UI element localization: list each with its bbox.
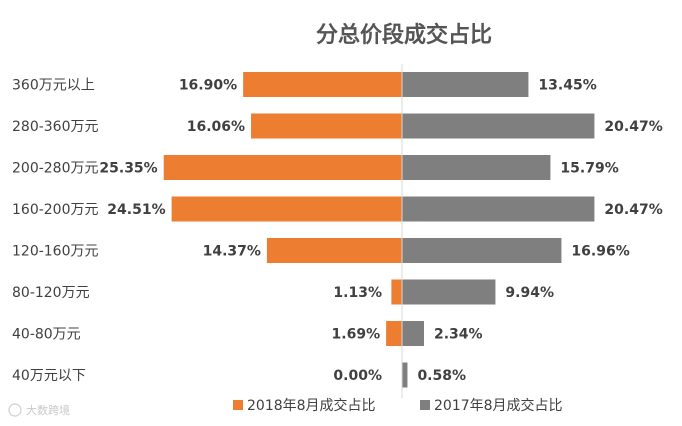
data-label-2017: 20.47% xyxy=(604,119,662,135)
bar-2018 xyxy=(163,155,402,180)
legend-swatch-2018 xyxy=(233,400,243,410)
category-label: 160-200万元 xyxy=(12,202,99,218)
data-label-2017: 0.58% xyxy=(417,368,466,384)
legend-label-2018: 2018年8月成交占比 xyxy=(247,397,376,414)
category-labels: 360万元以上 280-360万元 200-280万元 160-200万元 120-16… xyxy=(12,78,99,385)
watermark-text: 大数跨境 xyxy=(26,403,70,417)
data-label-2017: 9.94% xyxy=(505,285,554,301)
bar-2017 xyxy=(402,72,529,97)
bar-2018 xyxy=(171,196,402,222)
series-2018-data-labels: 16.90% 16.06% 25.35% 24.51% 14.37% 1.13% 1.69%… xyxy=(99,78,382,385)
bar-2018 xyxy=(251,113,402,139)
bar-2017 xyxy=(402,155,551,180)
bar-2018 xyxy=(266,238,402,263)
data-label-2017: 2.34% xyxy=(434,327,483,343)
bar-2017 xyxy=(402,321,424,346)
chart-title: 分总价段成交占比 xyxy=(316,22,492,48)
series-2018-bars xyxy=(163,72,402,346)
bar-2017 xyxy=(402,362,408,388)
bar-2018 xyxy=(243,72,402,97)
data-label-2018: 16.06% xyxy=(187,119,245,135)
legend-label-2017: 2017年8月成交占比 xyxy=(434,397,563,414)
category-label: 40-80万元 xyxy=(12,327,81,343)
data-label-2017: 15.79% xyxy=(560,161,618,177)
data-label-2018: 14.37% xyxy=(203,244,261,260)
bar-2017 xyxy=(402,279,496,305)
legend: 2018年8月成交占比 2017年8月成交占比 xyxy=(233,397,563,414)
data-label-2018: 1.13% xyxy=(333,285,382,301)
data-label-2017: 16.96% xyxy=(571,244,629,260)
watermark: 大数跨境 xyxy=(8,403,70,417)
watermark-logo-icon xyxy=(8,403,22,417)
category-label: 200-280万元 xyxy=(12,161,99,177)
category-label: 80-120万元 xyxy=(12,285,90,301)
category-label: 120-160万元 xyxy=(12,244,99,260)
bar-2017 xyxy=(402,113,595,139)
category-label: 40万元以下 xyxy=(12,368,86,384)
bar-2018 xyxy=(386,321,402,346)
data-label-2018: 16.90% xyxy=(179,78,237,94)
data-label-2018: 25.35% xyxy=(99,161,157,177)
data-label-2018: 24.51% xyxy=(107,202,165,218)
bar-2017 xyxy=(402,238,562,263)
bar-2017 xyxy=(402,196,595,222)
data-label-2017: 20.47% xyxy=(604,202,662,218)
bar-2018 xyxy=(391,279,402,305)
data-label-2017: 13.45% xyxy=(538,78,596,94)
category-label: 360万元以上 xyxy=(12,78,95,94)
series-2017-data-labels: 13.45% 20.47% 15.79% 20.47% 16.96% 9.94% 2.34%… xyxy=(417,78,662,385)
category-label: 280-360万元 xyxy=(12,119,99,135)
legend-swatch-2017 xyxy=(420,400,430,410)
series-2017-bars xyxy=(402,72,595,388)
data-label-2018: 1.69% xyxy=(332,327,381,343)
data-label-2018: 0.00% xyxy=(333,368,382,384)
